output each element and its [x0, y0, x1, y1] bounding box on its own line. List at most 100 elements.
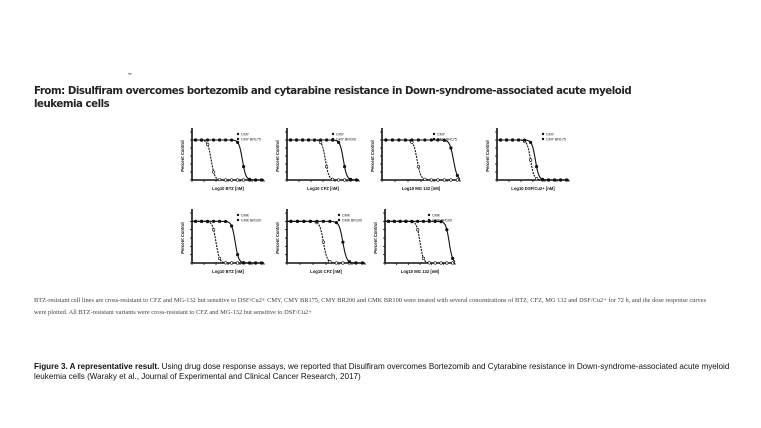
data-point [230, 178, 234, 182]
data-point [236, 140, 240, 144]
data-point [194, 138, 198, 142]
data-point [386, 219, 391, 223]
data-point [349, 177, 353, 181]
axes [381, 128, 460, 181]
data-point [429, 178, 434, 182]
data-point [499, 138, 503, 142]
series-line-cmy-br200 [287, 139, 359, 181]
data-point [218, 256, 222, 260]
data-point [212, 138, 216, 142]
data-point [308, 219, 313, 223]
data-point [254, 261, 258, 265]
legend-label: CMK [241, 214, 250, 218]
data-point [360, 261, 365, 265]
data-point [528, 140, 533, 144]
data-point [331, 177, 335, 181]
data-point [390, 138, 395, 142]
data-point [337, 178, 341, 182]
data-point [242, 261, 246, 265]
data-point [328, 260, 332, 264]
data-point [552, 178, 557, 182]
legend-label: CMY [546, 133, 555, 137]
axes [191, 128, 264, 181]
series-line-cmy [192, 139, 264, 181]
data-point [354, 261, 358, 265]
data-point [242, 178, 246, 182]
y-axis-label: Percent Control [485, 140, 490, 171]
data-point [319, 138, 323, 142]
data-point [347, 260, 352, 264]
data-point [451, 261, 455, 265]
data-point [449, 146, 453, 150]
data-point [423, 177, 427, 181]
figure-caption: Figure 3. A representative result. Using… [34, 362, 734, 382]
data-point [416, 219, 420, 223]
legend-label: CMY BR175 [241, 138, 261, 142]
legend-marker [427, 213, 431, 217]
x-axis-label: Log10 CFZ [nM] [307, 186, 339, 191]
data-point [307, 138, 311, 142]
data-point [224, 138, 228, 142]
data-point [341, 240, 345, 244]
data-point [404, 219, 408, 223]
data-point [321, 219, 326, 223]
data-point [248, 177, 252, 181]
data-point [224, 178, 228, 182]
legend-marker [236, 132, 240, 136]
legend-label: CMY [437, 133, 446, 137]
data-point [321, 240, 326, 244]
y-axis-label: Percent Control [370, 140, 375, 171]
data-point [289, 219, 293, 223]
legend-marker [236, 213, 240, 217]
data-point [301, 138, 305, 142]
data-point [313, 138, 317, 142]
series-line-cmy-br175 [382, 139, 461, 180]
x-axis-label: Log10 CFZ [nM] [310, 269, 342, 274]
article-title[interactable]: From: Disulfiram overcomes bortezomib an… [34, 86, 632, 110]
data-point [397, 138, 401, 142]
data-point [328, 219, 332, 223]
data-point [398, 219, 402, 223]
data-point [200, 219, 204, 223]
legend-label: CMY [241, 133, 250, 137]
y-axis-label: Percent Control [180, 140, 185, 171]
series-line-cmy [497, 139, 569, 181]
data-point [212, 219, 216, 223]
axes [384, 209, 455, 264]
legend-label: CMY BR200 [336, 138, 356, 142]
series-line-cmk [192, 220, 264, 264]
data-point [455, 178, 460, 182]
data-point [429, 138, 434, 142]
data-point [343, 165, 347, 169]
data-point [315, 219, 319, 223]
legend-marker [541, 137, 545, 141]
data-point [206, 142, 210, 147]
data-point [564, 178, 569, 182]
data-point [212, 170, 216, 174]
series-line-cmk-br100 [192, 220, 264, 264]
data-point [236, 261, 240, 265]
data-point [436, 138, 440, 142]
series-line-cmy-br175 [497, 139, 569, 181]
legend-marker [331, 137, 335, 141]
caption-text: Using drug dose response assays, we repo… [34, 362, 730, 381]
data-point [546, 178, 551, 182]
data-point [534, 165, 539, 169]
legend-marker [432, 132, 436, 136]
data-point [218, 219, 222, 223]
x-axis-label: Log10 DSF/Cu2+ [nM] [511, 186, 555, 191]
x-axis-label: Log10 MG 132 [nM] [402, 186, 441, 191]
data-point [230, 138, 234, 142]
data-point [416, 228, 420, 232]
data-point [516, 138, 521, 142]
data-point [260, 178, 264, 182]
data-point [295, 138, 299, 142]
legend-marker [337, 213, 341, 217]
data-point [260, 261, 264, 265]
